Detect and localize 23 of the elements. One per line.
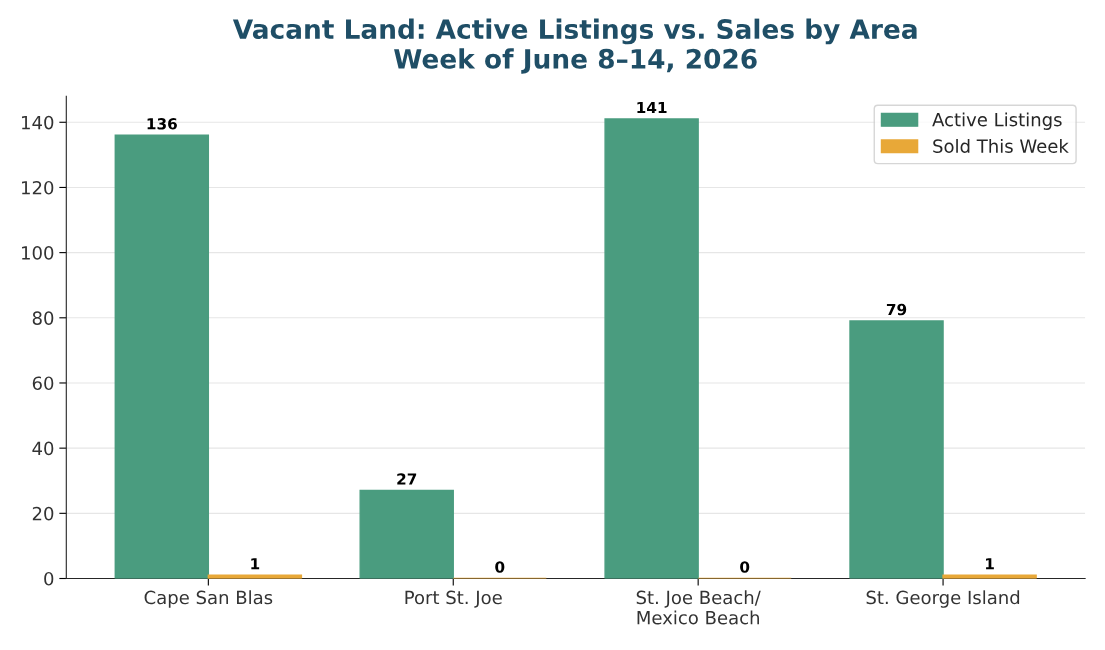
chart-title: Vacant Land: Active Listings vs. Sales by Area Week of June 8–14, 2026 (232, 18, 917, 74)
x-tick-label: Port St. Joe (405, 590, 502, 608)
data-label: 0 (740, 561, 750, 573)
data-label: 141 (637, 101, 667, 114)
y-tick-label: 20 (32, 506, 54, 521)
y-tick-label: 0 (44, 571, 54, 586)
data-label: 1 (986, 558, 994, 570)
x-tick-label: Cape San Blas (144, 590, 273, 608)
x-tick-label: St. Joe Beach/ Mexico Beach (636, 590, 761, 625)
y-tick-label: 40 (32, 441, 54, 456)
y-tick-label: 140 (22, 115, 54, 130)
y-tick-label: 60 (32, 376, 54, 391)
legend-label: Sold This Week (933, 138, 1069, 153)
data-label: 136 (147, 118, 177, 130)
x-tick-label: St. George Island (866, 590, 1020, 608)
data-label: 27 (397, 473, 417, 485)
y-tick-label: 120 (22, 180, 54, 195)
data-label: 0 (495, 561, 505, 573)
data-label: 1 (251, 558, 260, 570)
y-tick-label: 80 (32, 311, 54, 325)
data-label: 79 (886, 303, 907, 316)
legend-label: Active Listings (932, 112, 1062, 130)
y-tick-label: 100 (22, 246, 54, 260)
